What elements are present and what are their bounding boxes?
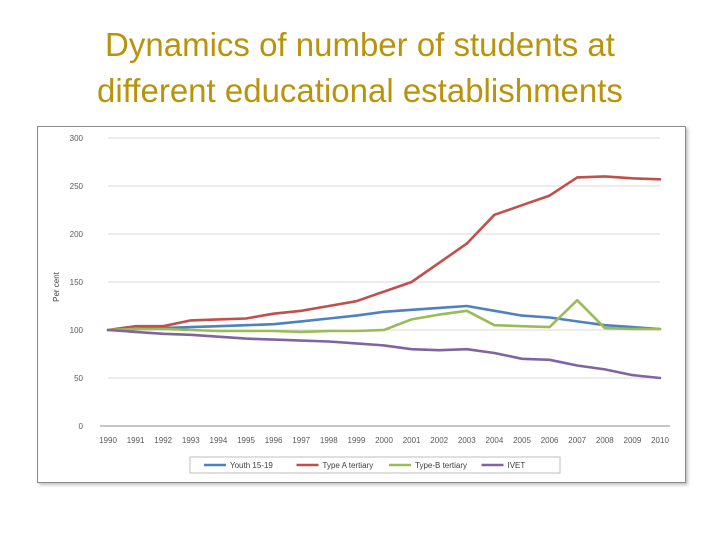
x-tick-label: 2002	[430, 436, 448, 445]
x-tick-label: 1996	[265, 436, 283, 445]
x-tick-label: 1995	[237, 436, 255, 445]
slide-title: Dynamics of number of students at differ…	[0, 22, 720, 114]
x-tick-label: 2009	[624, 436, 642, 445]
gridlines	[108, 137, 660, 379]
x-tick-label: 2008	[596, 436, 614, 445]
x-tick-label: 2004	[486, 436, 504, 445]
chart-frame: 0 50 100 150 200 250 300 1990 1991 1992 1993 1994 19…	[37, 126, 686, 483]
y-tick-label: 200	[70, 230, 84, 239]
x-tick-label: 2005	[513, 436, 531, 445]
legend-label: Type A tertiary	[323, 461, 374, 470]
legend-box	[189, 456, 561, 474]
x-tick-label: 1998	[320, 436, 338, 445]
series-line	[106, 298, 662, 334]
y-tick-label: 50	[74, 374, 83, 383]
x-tick-label: 1990	[99, 436, 117, 445]
legend: Youth 15-19 Type A tertiary Type-B tertiar…	[189, 456, 561, 474]
series-lines	[106, 175, 662, 380]
y-tick-label: 0	[79, 422, 84, 431]
x-tick-label: 2001	[403, 436, 421, 445]
y-tick-label: 150	[70, 278, 84, 287]
x-tick-label: 2007	[568, 436, 586, 445]
slide-title-line-2: different educational establishments	[97, 72, 623, 109]
series-line	[106, 175, 662, 332]
legend-label: Type-B tertiary	[415, 461, 467, 470]
x-tick-label: 2010	[651, 436, 669, 445]
y-tick-label: 300	[70, 134, 84, 143]
y-tick-label: 250	[70, 182, 84, 191]
axes: 0 50 100 150 200 250 300 1990 1991 1992 1993 1994 19…	[52, 134, 670, 445]
y-tick-label: 100	[70, 326, 84, 335]
x-tick-label: 1997	[292, 436, 310, 445]
x-tick-label: 1991	[127, 436, 145, 445]
legend-label: Youth 15-19	[230, 461, 273, 470]
legend-label: IVET	[508, 461, 526, 470]
x-tick-label: 1994	[210, 436, 228, 445]
series-line	[106, 328, 662, 380]
x-tick-label: 2006	[541, 436, 559, 445]
x-tick-label: 1999	[348, 436, 366, 445]
x-tick-label: 2000	[375, 436, 393, 445]
x-tick-label: 2003	[458, 436, 476, 445]
x-tick-label: 1993	[182, 436, 200, 445]
y-axis-title: Per cent	[52, 271, 61, 302]
slide-title-line-1: Dynamics of number of students at	[105, 26, 615, 63]
line-chart: 0 50 100 150 200 250 300 1990 1991 1992 1993 1994 19…	[52, 134, 670, 474]
x-tick-label: 1992	[154, 436, 172, 445]
series-line	[106, 304, 662, 332]
